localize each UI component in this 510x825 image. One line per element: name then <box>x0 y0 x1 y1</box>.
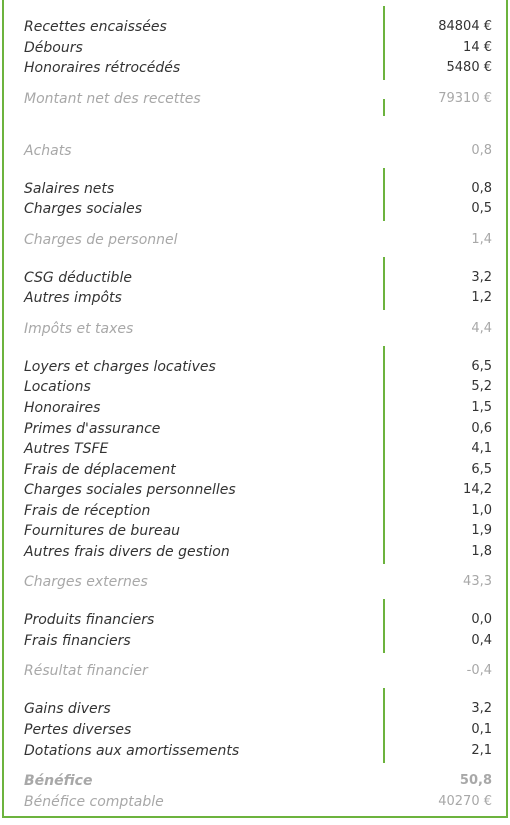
row-label: Produits financiers <box>24 612 155 629</box>
total-label: Impôts et taxes <box>24 320 134 337</box>
row-value: 5480 € <box>446 60 493 76</box>
row-label: Frais financiers <box>24 632 131 649</box>
row-value: 2,1 <box>471 742 492 758</box>
footer-value: 40270 € <box>438 794 492 810</box>
row-label: Honoraires rétrocédés <box>24 60 181 77</box>
row-value: 1,2 <box>471 290 492 306</box>
row-label: Primes d'assurance <box>24 420 161 437</box>
row-label: Pertes diverses <box>24 722 132 738</box>
row-label: CSG déductible <box>24 269 132 286</box>
row-value: 1,8 <box>471 543 492 559</box>
row-value: 0,0 <box>471 612 492 628</box>
total-value: 1,4 <box>471 231 492 247</box>
total-label: Charges externes <box>24 574 148 591</box>
total-value: 79310 € <box>438 90 492 106</box>
row-label: Frais de réception <box>24 502 151 519</box>
row-value: 6,5 <box>471 358 492 374</box>
row-value: 5,2 <box>471 379 492 395</box>
total-label: Charges de personnel <box>24 231 178 248</box>
row-value: 3,2 <box>471 269 492 285</box>
row-label: Autres impôts <box>24 290 122 307</box>
row-label: Charges sociales <box>24 201 143 218</box>
total-label: Achats <box>24 142 72 159</box>
row-label: Gains divers <box>24 701 111 718</box>
row-value: 14 € <box>463 39 492 55</box>
row-value: 0,4 <box>471 632 492 648</box>
divider <box>383 688 385 763</box>
row-label: Loyers et charges locatives <box>24 358 216 375</box>
row-label: Charges sociales personnelles <box>24 482 236 499</box>
row-label: Frais de déplacement <box>24 461 176 478</box>
total-value: 50,8 <box>459 773 492 789</box>
divider <box>383 256 385 311</box>
total-value: 4,4 <box>471 320 492 336</box>
row-value: 0,8 <box>471 180 492 196</box>
row-value: 0,5 <box>471 201 492 217</box>
row-label: Autres TSFE <box>24 441 109 458</box>
divider <box>383 167 385 222</box>
total-label: Montant net des recettes <box>24 90 201 107</box>
row-label: Autres frais divers de gestion <box>24 543 230 560</box>
divider <box>383 345 385 564</box>
row-value: 3,2 <box>471 701 492 717</box>
row-value: 1,5 <box>471 399 492 415</box>
total-value: 0,8 <box>471 142 492 158</box>
row-value: 84804 € <box>438 19 492 34</box>
divider <box>383 98 385 116</box>
row-value: 4,1 <box>471 441 492 457</box>
row-value: 6,5 <box>471 461 492 477</box>
row-label: Dotations aux amortissements <box>24 742 240 759</box>
row-value: 1,0 <box>471 502 492 518</box>
row-value: 14,2 <box>463 482 492 498</box>
total-value: 43,3 <box>463 574 492 590</box>
row-label: Locations <box>24 379 91 396</box>
row-value: 0,1 <box>471 722 492 737</box>
divider <box>383 599 385 653</box>
row-label: Salaires nets <box>24 180 115 197</box>
total-value: -0,4 <box>466 663 492 679</box>
row-label: Fournitures de bureau <box>24 523 181 540</box>
total-label: Résultat financier <box>24 663 148 680</box>
footer-label: Bénéfice comptable <box>24 794 164 811</box>
row-label: Honoraires <box>24 399 101 416</box>
divider <box>383 6 385 81</box>
row-value: 1,9 <box>471 523 492 539</box>
row-value: 0,6 <box>471 420 492 436</box>
total-label: Bénéfice <box>24 773 93 790</box>
row-label: Débours <box>24 39 83 56</box>
row-label: Recettes encaissées <box>24 19 167 35</box>
